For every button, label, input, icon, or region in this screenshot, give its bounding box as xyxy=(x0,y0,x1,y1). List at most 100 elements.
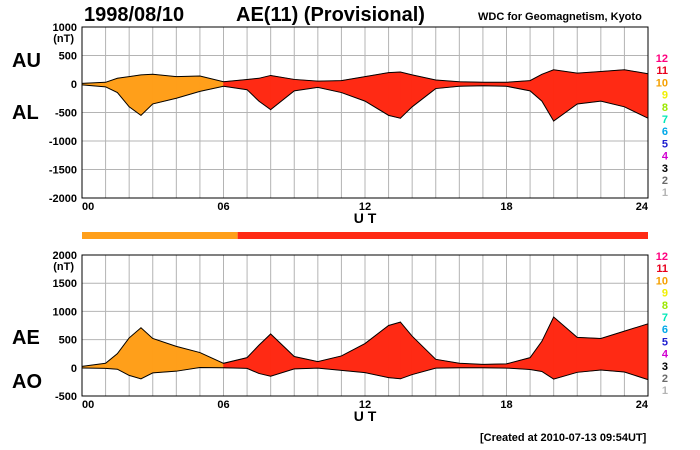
legend-level-5: 5 xyxy=(662,138,668,150)
x-tick-label: 18 xyxy=(500,201,512,213)
area-segment xyxy=(317,80,342,93)
legend-level-4: 4 xyxy=(662,151,669,163)
legend-level-3: 3 xyxy=(662,163,668,175)
legend-level-4: 4 xyxy=(662,349,669,361)
area-segment xyxy=(258,75,271,111)
legend-level-7: 7 xyxy=(662,312,668,324)
x-tick-label: 12 xyxy=(359,399,371,411)
area-segment xyxy=(341,343,366,373)
area-segment xyxy=(506,357,531,370)
area-segment xyxy=(388,321,401,380)
legend-level-2: 2 xyxy=(662,175,668,187)
x-tick-label: 12 xyxy=(359,201,371,213)
area-segment xyxy=(270,75,295,111)
y-tick-label: 0 xyxy=(71,79,77,91)
series-line-al xyxy=(81,84,649,122)
y-tick-label: -1500 xyxy=(49,165,77,177)
y-tick-label: 2000 xyxy=(53,250,77,262)
legend-level-3: 3 xyxy=(662,361,668,373)
legend-level-10: 10 xyxy=(656,77,668,89)
legend-level-6: 6 xyxy=(662,126,668,138)
y-tick-label: 1000 xyxy=(53,22,77,34)
au-label: AU xyxy=(12,50,41,72)
chart-title: AE(11) (Provisional) xyxy=(236,4,425,26)
legend-level-10: 10 xyxy=(656,275,668,287)
y-tick-label: 500 xyxy=(59,51,77,63)
legend-level-5: 5 xyxy=(662,336,668,348)
x-tick-label: 00 xyxy=(82,201,94,213)
area-segment xyxy=(223,357,248,369)
x-tick-label: 18 xyxy=(500,399,512,411)
area-segment xyxy=(529,73,543,102)
area-segment xyxy=(541,69,554,123)
legend-level-1: 1 xyxy=(662,385,668,397)
y-tick-label: 0 xyxy=(71,363,77,375)
x-axis-label: U T xyxy=(354,210,377,226)
x-tick-label: 24 xyxy=(636,399,649,411)
area-segment xyxy=(435,358,460,369)
area-segment xyxy=(553,69,578,122)
legend-level-8: 8 xyxy=(662,102,668,114)
area-segment xyxy=(553,316,578,380)
area-segment xyxy=(388,71,401,119)
y-tick-label: -1000 xyxy=(49,136,77,148)
area-segment xyxy=(258,333,271,377)
date-title: 1998/08/10 xyxy=(84,4,185,26)
area-segment xyxy=(364,72,389,116)
series-line-ao xyxy=(81,367,649,381)
area-segment xyxy=(176,345,201,372)
legend-level-8: 8 xyxy=(662,300,668,312)
series-line-au xyxy=(81,69,649,84)
legend-level-1: 1 xyxy=(662,187,668,199)
legend-level-2: 2 xyxy=(662,373,668,385)
y-tick-label: -500 xyxy=(55,391,77,403)
legend-level-9: 9 xyxy=(662,90,668,102)
ae-label: AE xyxy=(12,327,40,349)
y-tick-label: 1000 xyxy=(53,306,77,318)
unit-label: (nT) xyxy=(53,33,74,45)
legend-level-9: 9 xyxy=(662,288,668,300)
area-segment xyxy=(246,77,260,102)
x-tick-label: 24 xyxy=(636,201,649,213)
x-axis-label: U T xyxy=(354,408,377,424)
source-label: WDC for Geomagnetism, Kyoto xyxy=(478,11,642,23)
y-tick-label: -500 xyxy=(55,108,77,120)
area-segment xyxy=(576,71,602,105)
area-segment xyxy=(576,337,602,373)
area-segment xyxy=(128,327,142,380)
area-segment xyxy=(128,74,142,116)
y-tick-label: -2000 xyxy=(49,193,77,205)
area-segment xyxy=(117,76,130,108)
area-segment xyxy=(364,324,389,379)
plot-frame xyxy=(81,254,649,397)
legend-level-12: 12 xyxy=(656,251,668,263)
unit-label: (nT) xyxy=(53,261,74,273)
y-tick-label: 500 xyxy=(59,335,77,347)
area-segment xyxy=(600,69,625,108)
series-line-ae xyxy=(81,316,649,367)
area-segment xyxy=(293,356,319,370)
area-segment xyxy=(400,71,413,119)
legend-level-11: 11 xyxy=(656,263,668,275)
area-segment xyxy=(152,338,177,374)
x-tick-label: 06 xyxy=(217,201,229,213)
area-segment xyxy=(199,352,224,369)
legend-level-12: 12 xyxy=(656,53,668,65)
area-segment xyxy=(541,316,554,380)
ao-label: AO xyxy=(12,371,42,393)
legend-level-11: 11 xyxy=(656,65,668,77)
area-segment xyxy=(140,327,154,380)
area-segment xyxy=(529,340,543,372)
legend-level-6: 6 xyxy=(662,324,668,336)
activity-bar-segment xyxy=(82,232,238,239)
plot-frame xyxy=(81,26,649,199)
al-label: AL xyxy=(12,102,39,124)
legend-level-7: 7 xyxy=(662,114,668,126)
y-tick-label: 1500 xyxy=(53,278,77,290)
area-segment xyxy=(624,323,649,381)
x-tick-label: 06 xyxy=(217,399,229,411)
area-segment xyxy=(624,69,649,119)
created-timestamp: [Created at 2010-07-13 09:54UT] xyxy=(480,432,647,444)
activity-bar-segment xyxy=(237,232,648,239)
